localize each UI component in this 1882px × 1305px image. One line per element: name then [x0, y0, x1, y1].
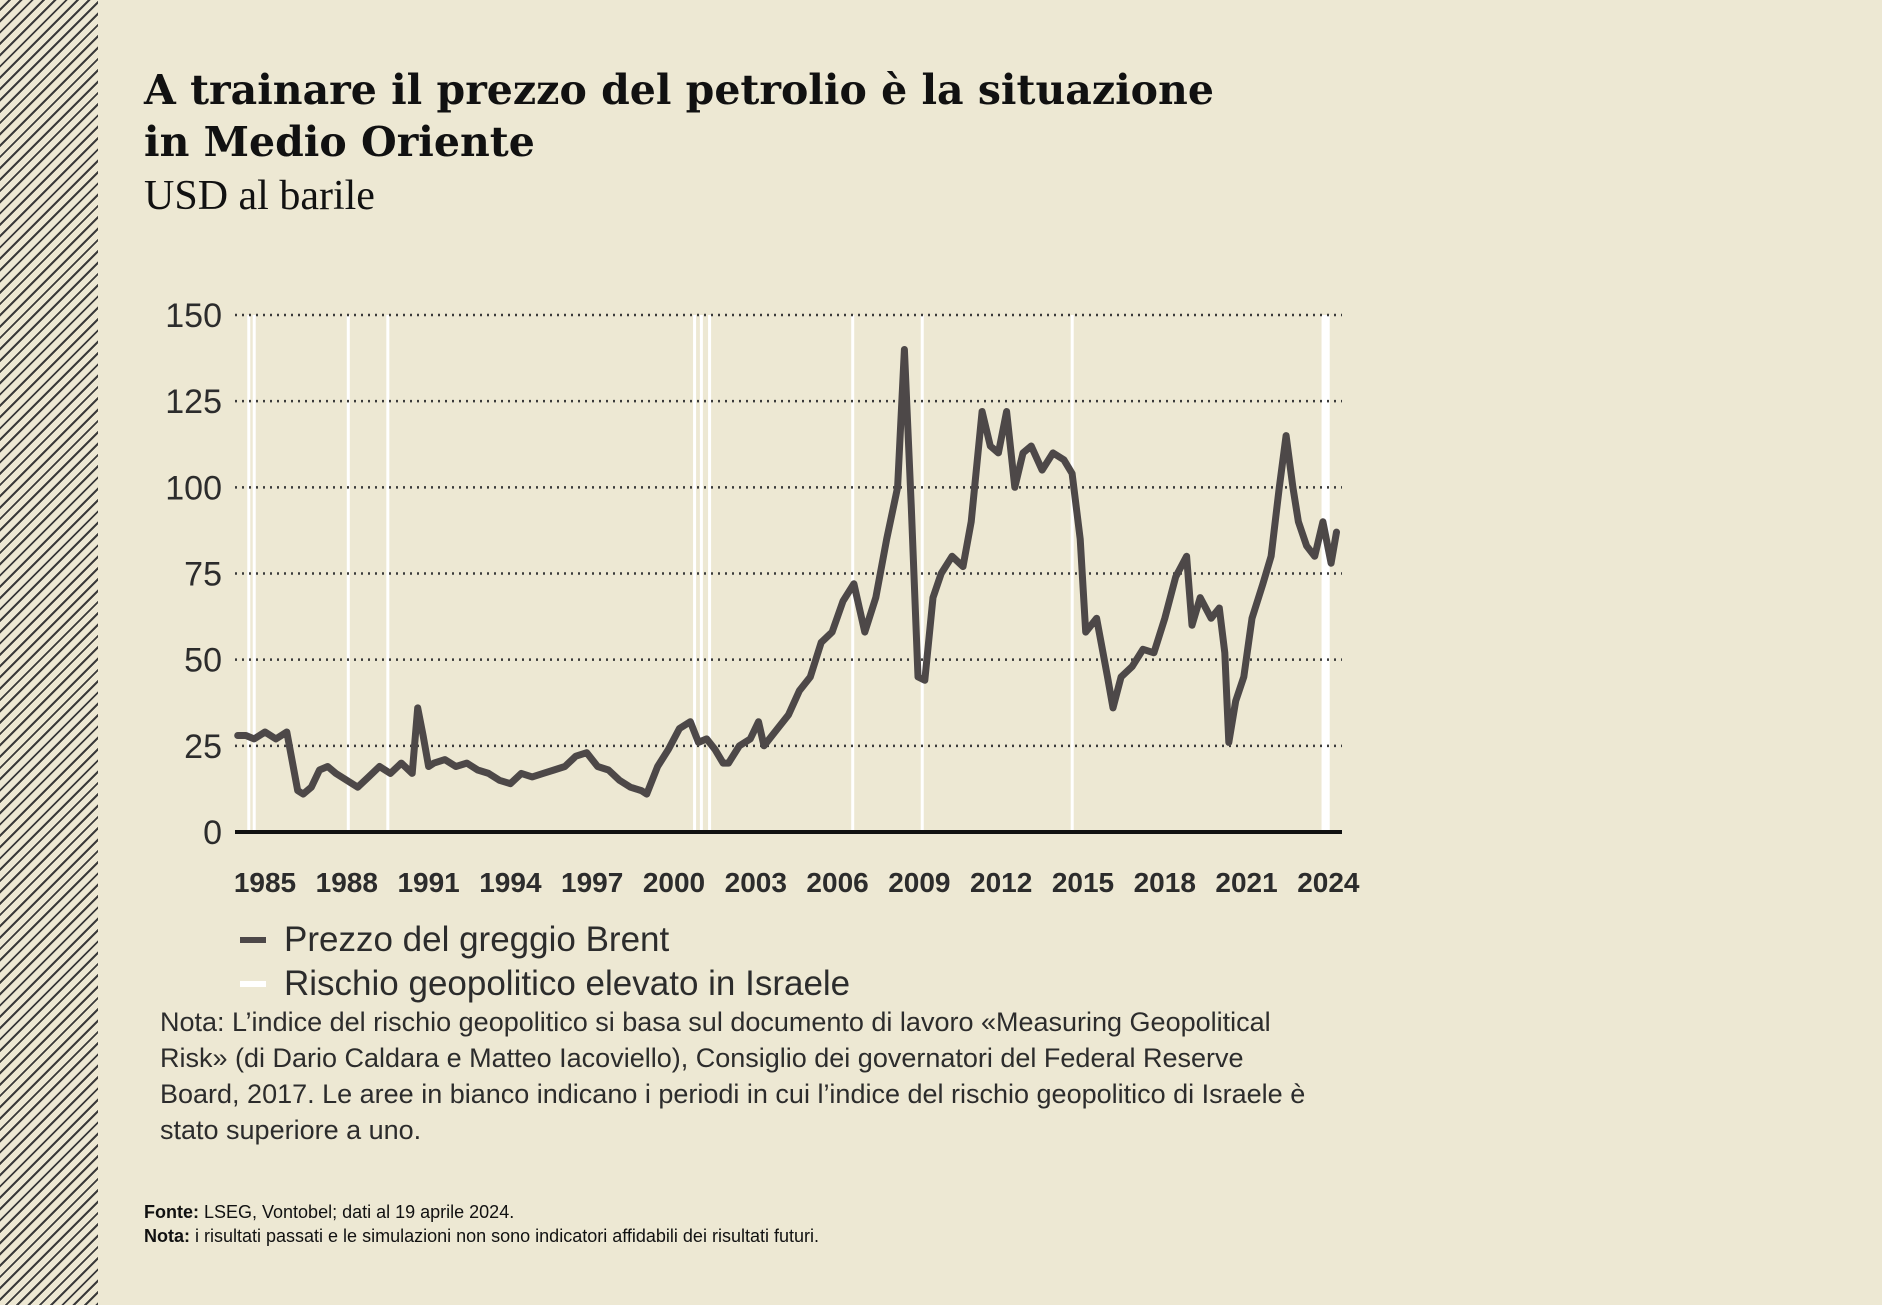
- disclaimer-text: i risultati passati e le simulazioni non…: [190, 1226, 819, 1246]
- x-tick-label: 1985: [234, 867, 296, 898]
- risk-band-5: [699, 315, 703, 832]
- x-tick-label: 2012: [970, 867, 1032, 898]
- x-tick-label: 1988: [316, 867, 378, 898]
- x-tick-label: 1994: [479, 867, 542, 898]
- x-tick-label: 2009: [888, 867, 950, 898]
- legend-item-risk: Rischio geopolitico elevato in Israele: [240, 962, 850, 1006]
- source-label: Fonte:: [144, 1202, 199, 1222]
- risk-band-6: [708, 315, 712, 832]
- y-tick-label: 75: [184, 556, 222, 594]
- hatched-left-border: [0, 0, 98, 1305]
- y-tick-label: 150: [165, 297, 222, 335]
- legend-label-risk: Rischio geopolitico elevato in Israele: [284, 964, 851, 1003]
- gridlines: [235, 313, 1342, 748]
- y-axis-ticks: 0 25 50 75 100 125 150: [165, 297, 222, 852]
- x-tick-label: 2021: [1215, 867, 1277, 898]
- disclaimer-label: Nota:: [144, 1226, 190, 1246]
- source-block: Fonte: LSEG, Vontobel; dati al 19 aprile…: [144, 1200, 819, 1248]
- chart-title: A trainare il prezzo del petrolio è la s…: [144, 64, 1444, 168]
- chart-subtitle: USD al barile: [144, 173, 375, 219]
- y-tick-label: 50: [184, 642, 222, 680]
- risk-band-4: [693, 315, 697, 832]
- legend-swatch-risk: [240, 981, 266, 987]
- legend-swatch-brent: [240, 937, 266, 943]
- x-tick-label: 2024: [1297, 867, 1360, 898]
- risk-band-10: [1321, 315, 1330, 832]
- x-tick-label: 2006: [806, 867, 868, 898]
- risk-band-0: [247, 315, 251, 832]
- x-tick-label: 2018: [1134, 867, 1196, 898]
- x-tick-label: 1997: [561, 867, 623, 898]
- y-tick-label: 100: [165, 469, 222, 507]
- legend-item-brent: Prezzo del greggio Brent: [240, 918, 850, 962]
- x-tick-label: 2015: [1052, 867, 1114, 898]
- source-line: Fonte: LSEG, Vontobel; dati al 19 aprile…: [144, 1200, 819, 1224]
- title-line-1: A trainare il prezzo del petrolio è la s…: [144, 66, 1214, 114]
- y-tick-label: 25: [184, 728, 222, 766]
- risk-band-1: [252, 315, 256, 832]
- source-text: LSEG, Vontobel; dati al 19 aprile 2024.: [198, 1202, 515, 1222]
- x-tick-label: 2003: [725, 867, 787, 898]
- y-tick-label: 125: [165, 383, 222, 421]
- risk-band-3: [386, 315, 390, 832]
- disclaimer-line: Nota: i risultati passati e le simulazio…: [144, 1224, 819, 1248]
- legend-label-brent: Prezzo del greggio Brent: [284, 920, 670, 959]
- chart-note: Nota: L’indice del rischio geopolitico s…: [160, 1007, 1306, 1145]
- x-axis-ticks: 1985 1988 1991 1994 1997 2000 2003 2006 2009 2012…: [234, 867, 1360, 898]
- legend: Prezzo del greggio Brent Rischio geopoli…: [240, 918, 850, 1006]
- title-line-2: in Medio Oriente: [144, 118, 535, 166]
- x-tick-label: 2000: [643, 867, 705, 898]
- y-tick-label: 0: [203, 814, 222, 852]
- risk-band-9: [1070, 315, 1074, 832]
- brent-price-line: [234, 346, 1340, 798]
- x-tick-label: 1991: [397, 867, 459, 898]
